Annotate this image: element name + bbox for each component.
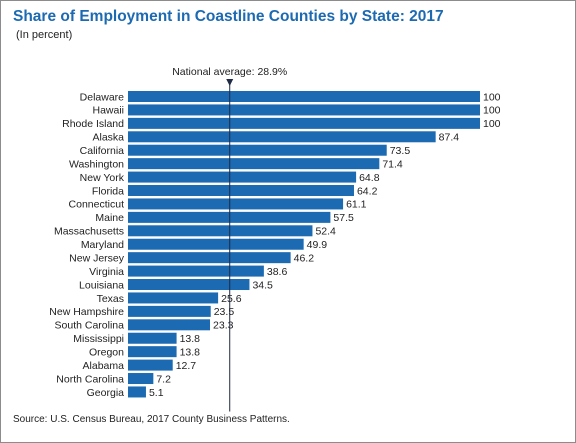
bar: [128, 252, 291, 264]
value-label: 34.5: [252, 279, 273, 291]
bar: [128, 265, 264, 277]
category-label: New Jersey: [69, 252, 125, 264]
value-label: 100: [483, 105, 501, 117]
category-label: California: [80, 145, 125, 157]
category-label: Texas: [97, 293, 124, 305]
bars-layer: Delaware 100 Hawaii 100 Rhode Island 100 Alask…: [49, 91, 501, 399]
value-label: 52.4: [315, 226, 336, 238]
category-label: South Carolina: [55, 320, 125, 332]
category-label: Virginia: [89, 266, 124, 278]
value-label: 73.5: [390, 145, 411, 157]
bar: [128, 292, 219, 304]
value-label: 57.5: [333, 212, 354, 224]
bar: [128, 117, 480, 129]
value-label: 46.2: [294, 252, 315, 264]
category-label: Hawaii: [92, 105, 124, 117]
category-label: Alaska: [92, 132, 124, 144]
bar: [128, 319, 211, 331]
value-label: 71.4: [382, 158, 403, 170]
bar: [128, 144, 387, 156]
bar: [128, 346, 177, 358]
value-label: 61.1: [346, 199, 367, 211]
bar: [128, 386, 146, 398]
value-label: 23.5: [214, 306, 235, 318]
category-label: Maine: [95, 212, 124, 224]
bar: [128, 332, 177, 344]
category-label: North Carolina: [56, 373, 124, 385]
value-label: 49.9: [307, 239, 328, 251]
chart-subtitle: (In percent): [16, 29, 73, 41]
category-label: Massachusetts: [54, 226, 124, 238]
category-label: Georgia: [87, 387, 125, 399]
category-label: New York: [80, 172, 125, 184]
reference-layer: National average: 28.9%: [172, 66, 287, 412]
bar: [128, 359, 173, 371]
value-label: 13.8: [180, 346, 201, 358]
category-label: Florida: [92, 185, 124, 197]
bar: [128, 373, 154, 385]
category-label: Louisiana: [79, 279, 124, 291]
bar: [128, 104, 480, 116]
bar: [128, 279, 250, 291]
value-label: 13.8: [180, 333, 201, 345]
category-label: Maryland: [81, 239, 124, 251]
bar: [128, 225, 313, 237]
value-label: 100: [483, 91, 501, 103]
bar: [128, 198, 344, 210]
bar: [128, 238, 304, 250]
category-label: New Hampshire: [49, 306, 124, 318]
chart-title: Share of Employment in Coastline Countie…: [13, 8, 444, 25]
bar: [128, 185, 354, 197]
category-label: Connecticut: [69, 199, 125, 211]
value-label: 64.8: [359, 172, 380, 184]
bar: [128, 171, 357, 183]
reference-label: National average: 28.9%: [172, 66, 287, 78]
reference-marker: [226, 79, 234, 86]
value-label: 12.7: [176, 360, 197, 372]
category-label: Washington: [69, 158, 124, 170]
value-label: 87.4: [439, 132, 460, 144]
value-label: 5.1: [149, 387, 164, 399]
bar: [128, 131, 436, 143]
value-label: 25.6: [221, 293, 242, 305]
category-label: Delaware: [80, 91, 125, 103]
bar: [128, 211, 331, 223]
category-label: Mississippi: [73, 333, 124, 345]
value-label: 64.2: [357, 185, 378, 197]
value-label: 23.3: [213, 320, 234, 332]
category-label: Rhode Island: [62, 118, 124, 130]
bar: [128, 91, 480, 102]
category-label: Alabama: [83, 360, 125, 372]
category-label: Oregon: [89, 346, 124, 358]
value-label: 7.2: [156, 373, 171, 385]
bar: [128, 158, 380, 170]
bar: [128, 305, 211, 317]
source-note: Source: U.S. Census Bureau, 2017 County …: [13, 414, 290, 425]
value-label: 38.6: [267, 266, 288, 278]
value-label: 100: [483, 118, 501, 130]
